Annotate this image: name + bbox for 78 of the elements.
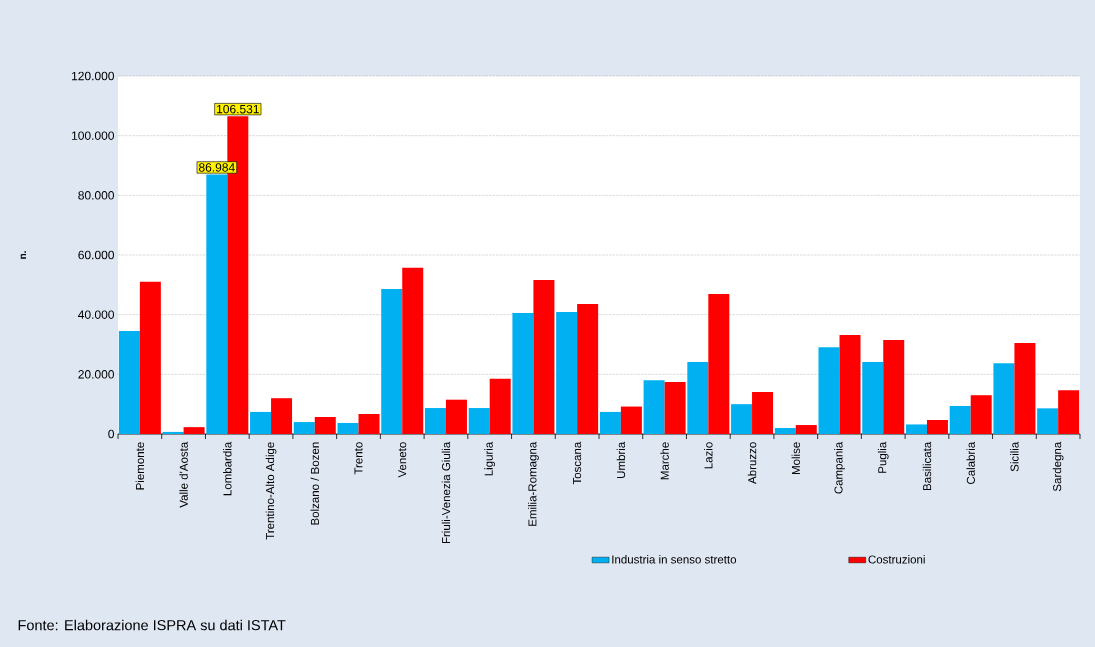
bar (839, 334, 861, 434)
x-tick-label: Molise (791, 442, 800, 475)
bar (774, 428, 796, 434)
bar (512, 312, 534, 434)
bar (468, 408, 490, 434)
bar (643, 380, 665, 434)
source-note: Fonte: Elaborazione ISPRA su dati ISTAT (18, 619, 286, 631)
bar (1037, 408, 1059, 434)
bar (118, 331, 140, 434)
y-tick-label: 60.000 (78, 250, 114, 260)
bar (752, 391, 774, 434)
y-tick-label: 20.000 (78, 370, 114, 379)
data-label: 106.531 (217, 104, 259, 114)
bar (1058, 390, 1080, 434)
x-tick-label: Friuli-Venezia Giulia (441, 441, 451, 544)
bar (250, 411, 272, 434)
bar (293, 422, 315, 434)
x-tick-label: Liguria (484, 441, 496, 476)
bar (599, 411, 621, 434)
bar (731, 404, 753, 434)
bar (1014, 343, 1036, 434)
x-tick-label: Trentino-Alto Adige (265, 442, 277, 540)
bar (271, 398, 293, 434)
x-tick-label: Campania (834, 441, 845, 494)
y-axis-title: n. (20, 251, 26, 259)
x-tick-label: Calabria (966, 441, 975, 485)
bar (556, 311, 578, 434)
x-tick-label: Toscana (573, 441, 582, 485)
bar (993, 363, 1015, 434)
x-tick-label: Emilia-Romagna (528, 441, 539, 526)
x-tick-label: Umbria (616, 441, 626, 478)
bar (139, 281, 161, 434)
bar (183, 427, 205, 434)
bar (402, 267, 424, 434)
bar (445, 399, 467, 434)
bar (620, 406, 642, 434)
bar (818, 347, 840, 434)
bar (708, 294, 730, 434)
bar (314, 416, 336, 434)
x-tick-label: Trento (354, 442, 363, 475)
x-tick-label: Sardegna (1052, 441, 1064, 492)
bar (862, 362, 884, 434)
bar (358, 414, 380, 434)
bar (381, 289, 403, 434)
bar (664, 382, 686, 434)
y-tick-label: 40.000 (78, 310, 114, 319)
x-tick-label: Bolzano / Bozen (310, 442, 319, 525)
bar (687, 362, 709, 434)
x-tick-label: Lazio (704, 442, 713, 469)
y-tick-label: 0 (108, 429, 115, 439)
bar (926, 419, 948, 434)
bar (883, 340, 905, 434)
bar (162, 431, 184, 434)
bar (337, 422, 359, 434)
x-tick-label: Veneto (398, 442, 407, 478)
y-tick-label: 100.000 (72, 131, 114, 140)
x-tick-label: Marche (660, 442, 669, 480)
x-tick-label: Valle d'Aosta (179, 441, 188, 508)
y-tick-label: 80.000 (78, 191, 114, 200)
bar (970, 395, 992, 434)
bar (795, 425, 817, 434)
bar (905, 424, 927, 434)
x-tick-label: Sicilia (1010, 441, 1019, 472)
x-tick-label: Piemonte (135, 442, 145, 490)
bar (577, 303, 599, 434)
x-tick-label: Lombardia (223, 441, 232, 496)
x-tick-label: Puglia (877, 441, 889, 473)
bar (206, 174, 228, 434)
bar (424, 408, 446, 434)
legend-label: Costruzioni (868, 555, 925, 564)
x-tick-label: Basilicata (922, 441, 932, 491)
bar (533, 280, 555, 434)
x-tick-label: Abruzzo (747, 442, 757, 484)
legend-label: Industria in senso stretto (612, 555, 737, 564)
data-label: 86.984 (198, 163, 235, 172)
bar (949, 405, 971, 434)
y-tick-label: 120.000 (72, 71, 114, 81)
bar (489, 378, 511, 434)
